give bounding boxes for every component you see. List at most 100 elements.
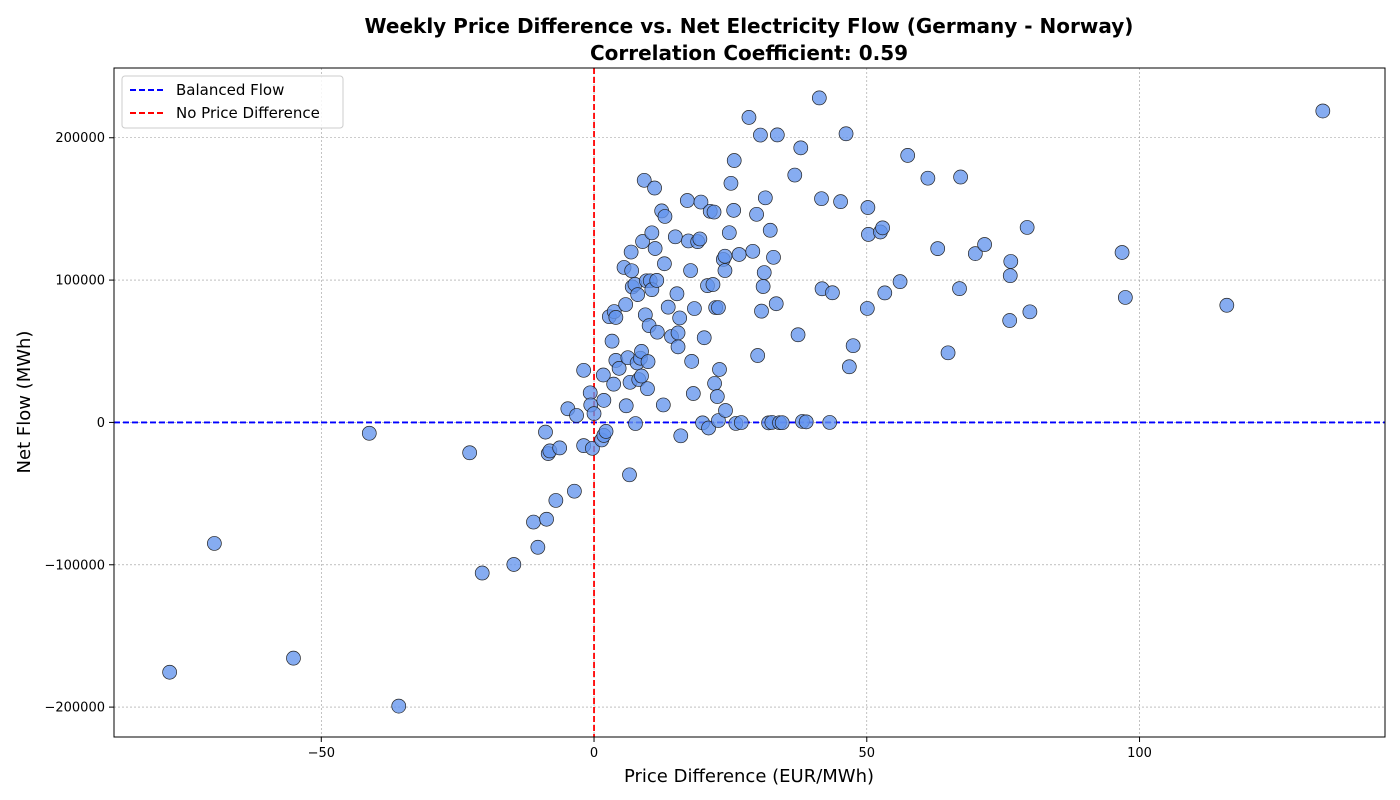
data-point: [875, 220, 890, 236]
data-point: [685, 386, 701, 401]
data-point: [647, 180, 662, 196]
data-point: [687, 301, 702, 316]
data-point: [567, 483, 582, 499]
data-point: [611, 360, 627, 376]
legend: Balanced Flow No Price Difference: [121, 75, 344, 129]
data-point: [1002, 268, 1018, 284]
data-point: [670, 325, 686, 341]
chart-title: Weekly Price Difference vs. Net Electric…: [365, 14, 1134, 38]
data-point: [757, 190, 773, 206]
data-point: [649, 324, 665, 340]
data-point: [606, 376, 622, 392]
data-point: [822, 415, 838, 430]
data-point: [530, 539, 546, 555]
data-point: [670, 339, 686, 355]
data-point: [474, 565, 490, 581]
data-point: [726, 153, 742, 168]
data-point: [636, 172, 652, 188]
data-point: [660, 299, 676, 315]
data-point: [162, 664, 177, 680]
data-point: [604, 333, 620, 349]
data-point: [756, 265, 772, 280]
legend-label-balanced-flow: Balanced Flow: [176, 81, 284, 99]
data-point: [709, 389, 725, 404]
data-point: [640, 354, 656, 369]
data-point: [798, 414, 814, 430]
data-point: [207, 536, 222, 551]
data-point: [859, 301, 875, 316]
data-point: [731, 247, 747, 262]
data-point: [733, 415, 749, 430]
data-point: [768, 296, 784, 312]
data-point: [286, 650, 301, 666]
data-point: [838, 126, 854, 142]
data-point: [693, 194, 709, 210]
data-point: [548, 493, 564, 508]
data-point: [726, 202, 742, 218]
data-point: [705, 277, 721, 292]
data-point: [1117, 290, 1133, 305]
data-point: [608, 310, 624, 325]
data-point: [640, 381, 655, 397]
data-points: [162, 90, 1331, 714]
data-point: [745, 243, 761, 259]
data-point: [586, 406, 602, 421]
data-point: [506, 557, 522, 572]
data-point: [977, 237, 992, 252]
data-point: [624, 263, 640, 279]
y-tick-label: −200000: [44, 701, 105, 716]
data-point: [618, 398, 634, 414]
data-point: [1219, 297, 1235, 313]
data-point: [552, 440, 568, 456]
data-point: [711, 413, 726, 428]
data-point: [1002, 313, 1018, 328]
data-point: [841, 359, 857, 375]
data-point: [861, 227, 876, 242]
data-point: [1022, 304, 1038, 320]
data-point: [538, 424, 553, 440]
data-point: [696, 330, 712, 346]
data-point: [673, 428, 689, 444]
data-point: [683, 263, 698, 278]
data-point: [774, 415, 790, 431]
x-axis-ticks: −50 0 50 100: [308, 737, 1152, 761]
data-point: [679, 193, 695, 208]
data-point: [755, 279, 771, 294]
data-point: [635, 234, 650, 249]
data-point: [701, 420, 716, 436]
data-point: [684, 354, 700, 369]
data-point: [718, 403, 733, 418]
data-point: [1003, 254, 1019, 269]
reference-lines: [114, 68, 1385, 737]
data-point: [657, 256, 672, 272]
data-point: [953, 169, 968, 185]
data-point: [766, 249, 781, 265]
data-point: [672, 310, 688, 326]
data-point: [967, 246, 983, 261]
data-point: [754, 303, 769, 319]
data-point: [749, 206, 764, 222]
x-tick-label: −50: [308, 746, 335, 761]
y-axis-ticks: −200000 −100000 0 100000 200000: [44, 131, 114, 716]
data-point: [930, 241, 946, 256]
data-point: [706, 204, 722, 220]
data-point: [596, 393, 612, 408]
data-point: [741, 110, 757, 125]
data-point: [892, 274, 908, 290]
data-point: [750, 348, 766, 363]
data-point: [833, 194, 848, 210]
data-point: [526, 514, 541, 530]
data-point: [814, 191, 829, 207]
chart-subtitle: Correlation Coefficient: 0.59: [590, 41, 908, 65]
data-point: [787, 167, 803, 183]
y-tick-label: 200000: [55, 131, 105, 146]
data-point: [762, 222, 778, 238]
data-point: [877, 285, 893, 301]
y-tick-label: 0: [97, 416, 105, 431]
data-point: [628, 416, 643, 431]
data-point: [1019, 220, 1035, 235]
data-point: [539, 511, 554, 527]
x-tick-label: 50: [859, 746, 876, 761]
data-point: [576, 362, 592, 378]
